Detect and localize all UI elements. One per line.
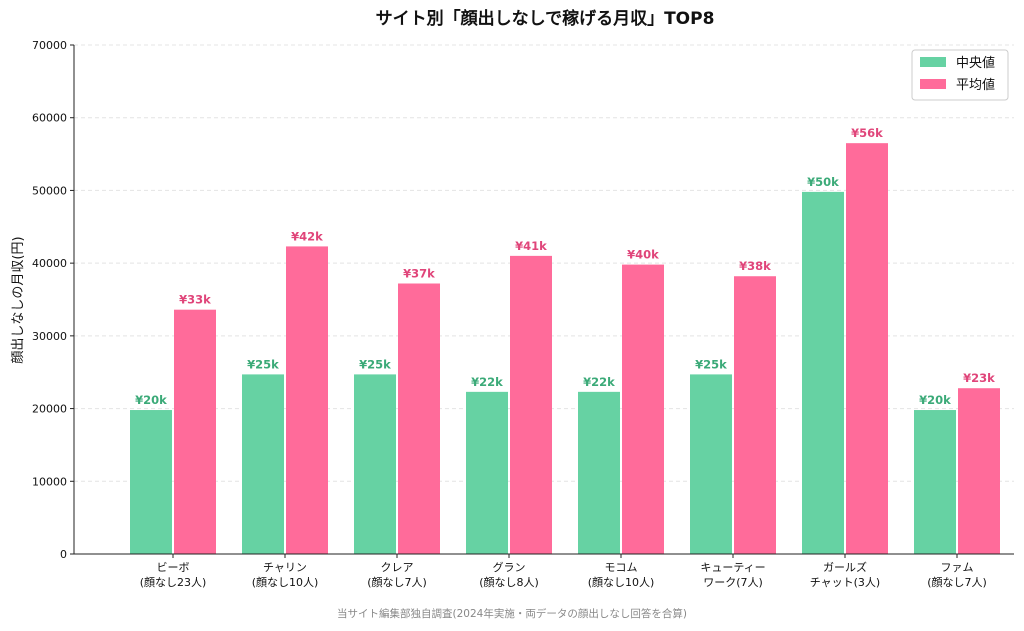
chart-title: サイト別「顔出しなしで稼げる月収」TOP8 — [376, 8, 715, 29]
data-label: ¥38k — [739, 259, 771, 273]
x-tick-label: グラン — [493, 560, 526, 574]
bar-median — [354, 374, 396, 554]
data-label: ¥20k — [919, 393, 951, 407]
bar-mean — [286, 246, 328, 554]
legend-swatch — [920, 79, 946, 89]
x-tick-label: ビーボ — [157, 561, 190, 574]
data-label: ¥25k — [359, 357, 391, 371]
x-tick-label: (顔なし8人) — [479, 575, 539, 589]
bar-mean — [734, 276, 776, 554]
data-label: ¥25k — [695, 357, 727, 371]
x-tick-label: キューティー — [700, 561, 765, 574]
bar-median — [914, 410, 956, 554]
data-label: ¥37k — [403, 267, 435, 281]
data-label: ¥41k — [515, 239, 547, 253]
data-labels: ¥20k ¥33k ¥25k ¥42k ¥25k ¥37k ¥22k ¥41k ¥22k ¥40k… — [135, 126, 995, 407]
legend-label: 中央値 — [956, 55, 995, 71]
x-tick-label: (顔なし10人) — [588, 575, 655, 589]
x-tick-label: チャリン — [263, 561, 307, 574]
data-label: ¥20k — [135, 393, 167, 407]
source-note: 当サイト編集部独自調査(2024年実施・両データの顔出しなし回答を合算) — [337, 607, 687, 620]
axes: 010000200003000040000500006000070000ビーボ(… — [32, 39, 1014, 589]
y-tick-label: 10000 — [32, 475, 67, 488]
bar-mean — [174, 309, 216, 554]
bar-median — [242, 374, 284, 554]
data-label: ¥50k — [807, 175, 839, 189]
y-axis-label: 顔出しなしの月収(円) — [11, 236, 26, 363]
bar-median — [802, 191, 844, 554]
legend-label: 平均値 — [956, 77, 995, 93]
x-tick-label: モコム — [605, 561, 638, 574]
bar-median — [578, 391, 620, 554]
y-tick-label: 20000 — [32, 403, 67, 416]
x-tick-label: (顔なし23人) — [140, 575, 207, 589]
x-tick-label: (顔なし7人) — [927, 575, 987, 589]
bar-median — [466, 391, 508, 554]
x-tick-label: (顔なし10人) — [252, 575, 319, 589]
y-tick-label: 0 — [60, 548, 67, 561]
bar-median — [130, 410, 172, 554]
bar-mean — [846, 143, 888, 554]
bar-mean — [398, 283, 440, 554]
data-label: ¥33k — [179, 293, 211, 307]
bar-mean — [622, 264, 664, 554]
x-tick-label: (顔なし7人) — [367, 575, 427, 589]
y-tick-label: 30000 — [32, 330, 67, 343]
bar-mean — [510, 255, 552, 554]
data-label: ¥56k — [851, 126, 883, 140]
x-tick-label: ファム — [941, 561, 974, 574]
y-tick-label: 70000 — [32, 39, 67, 52]
x-tick-label: ガールズ — [823, 560, 867, 574]
data-label: ¥42k — [291, 229, 323, 243]
data-label: ¥23k — [963, 371, 995, 385]
bar-mean — [958, 388, 1000, 554]
x-tick-label: ワーク(7人) — [703, 576, 763, 589]
bars — [130, 143, 1000, 554]
bar-median — [690, 374, 732, 554]
y-tick-label: 60000 — [32, 112, 67, 125]
data-label: ¥22k — [471, 375, 503, 389]
x-tick-label: チャット(3人) — [810, 576, 880, 589]
data-label: ¥40k — [627, 248, 659, 262]
data-label: ¥22k — [583, 375, 615, 389]
legend-swatch — [920, 57, 946, 67]
y-tick-label: 40000 — [32, 257, 67, 270]
y-tick-label: 50000 — [32, 184, 67, 197]
x-tick-label: クレア — [381, 561, 414, 574]
data-label: ¥25k — [247, 357, 279, 371]
